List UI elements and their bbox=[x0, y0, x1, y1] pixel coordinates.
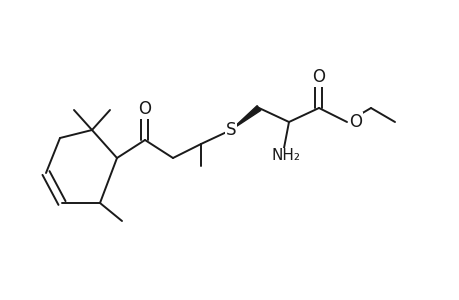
Text: O: O bbox=[312, 68, 325, 86]
Polygon shape bbox=[230, 106, 260, 130]
Text: S: S bbox=[225, 121, 236, 139]
Text: O: O bbox=[138, 100, 151, 118]
Text: NH₂: NH₂ bbox=[271, 148, 300, 164]
Text: O: O bbox=[348, 113, 361, 131]
